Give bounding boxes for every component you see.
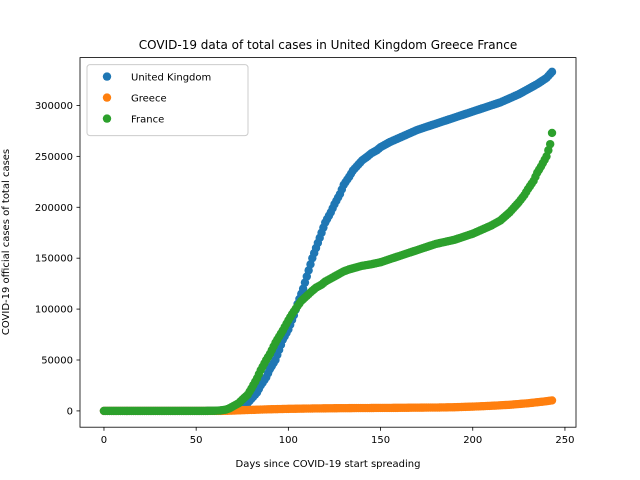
- x-axis-label: Days since COVID-19 start spreading: [236, 459, 421, 470]
- plot-area: [99, 67, 557, 416]
- y-tick-label: 50000: [41, 356, 73, 367]
- legend-label: France: [131, 115, 164, 126]
- data-point: [547, 396, 557, 405]
- y-tick-label: 200000: [35, 203, 73, 214]
- plot-frame: [79, 57, 577, 428]
- x-tick-label: 250: [555, 435, 574, 446]
- legend-label: United Kingdom: [131, 73, 211, 84]
- y-tick-label: 300000: [35, 101, 73, 112]
- y-axis: 0 50000 100000 150000 200000 250000 300000: [35, 101, 80, 417]
- x-axis: 0 50 100 150 200 250: [101, 427, 574, 446]
- x-tick-label: 200: [463, 435, 482, 446]
- legend-box: [86, 64, 249, 137]
- y-tick-label: 250000: [35, 152, 73, 163]
- data-point: [547, 67, 557, 77]
- x-tick-label: 0: [101, 435, 107, 446]
- chart-title: COVID-19 data of total cases in United K…: [139, 38, 517, 52]
- y-tick-label: 100000: [35, 305, 73, 316]
- legend-marker: [102, 72, 112, 81]
- y-axis-label: COVID-19 official cases of total cases: [1, 149, 12, 335]
- data-point: [545, 139, 555, 149]
- x-tick-label: 100: [279, 435, 298, 446]
- legend-marker: [102, 93, 112, 102]
- y-tick-label: 150000: [35, 254, 73, 265]
- series-france: [99, 128, 557, 416]
- x-tick-label: 150: [371, 435, 390, 446]
- legend-marker: [102, 114, 112, 123]
- y-tick-label: 0: [67, 406, 73, 417]
- data-point: [547, 128, 557, 138]
- legend-label: Greece: [131, 94, 167, 105]
- legend: United Kingdom Greece France: [86, 64, 249, 137]
- x-tick-label: 50: [190, 435, 203, 446]
